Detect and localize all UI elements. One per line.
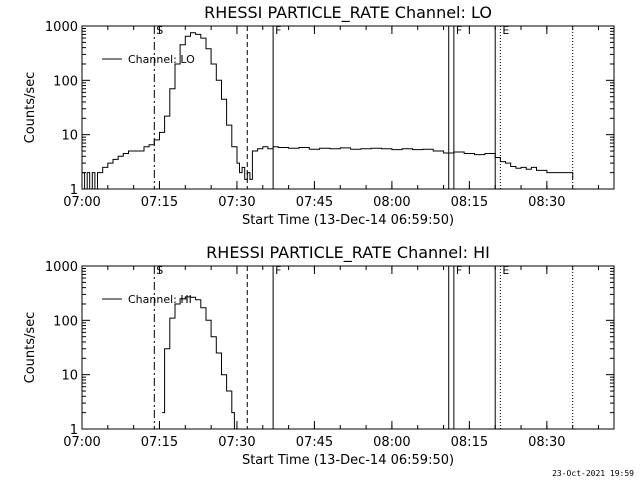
x-tick-label: 08:00 xyxy=(373,435,410,450)
x-tick-label: 08:00 xyxy=(373,195,410,210)
chart-title: RHESSI PARTICLE_RATE Channel: LO xyxy=(204,3,492,23)
y-tick-label: 1 xyxy=(70,183,78,198)
x-tick-label: 07:30 xyxy=(218,435,255,450)
legend-label: Channel: LO xyxy=(128,53,195,66)
x-tick-label: 08:15 xyxy=(451,435,488,450)
legend-label: Channel: HI xyxy=(128,293,192,306)
data-series-line xyxy=(162,296,235,429)
event-marker-label: E xyxy=(502,24,509,37)
y-tick-label: 1 xyxy=(70,423,78,438)
event-marker-label: F xyxy=(456,24,462,37)
event-marker-label: S xyxy=(156,24,163,37)
y-tick-label: 1000 xyxy=(45,260,78,275)
event-marker-label: S xyxy=(156,264,163,277)
event-marker-label: F xyxy=(275,24,281,37)
y-tick-label: 100 xyxy=(53,314,78,329)
event-marker-label: F xyxy=(275,264,281,277)
x-tick-label: 07:00 xyxy=(63,195,100,210)
y-tick-label: 10 xyxy=(61,129,78,144)
x-tick-label: 08:30 xyxy=(528,195,565,210)
event-marker-label: E xyxy=(502,264,509,277)
event-marker-label: F xyxy=(456,264,462,277)
chart-panel-1: RHESSI PARTICLE_RATE Channel: LO 07:00 07:… xyxy=(23,3,615,228)
x-tick-label: 07:00 xyxy=(63,435,100,450)
x-axis-label: Start Time (13-Dec-14 06:59:50) xyxy=(242,453,454,468)
x-tick-label: 08:15 xyxy=(451,195,488,210)
chart-title: RHESSI PARTICLE_RATE Channel: HI xyxy=(206,243,490,263)
plot-frame xyxy=(81,265,615,430)
x-tick-label: 07:15 xyxy=(141,195,178,210)
x-tick-label: 08:30 xyxy=(528,435,565,450)
y-tick-label: 100 xyxy=(53,74,78,89)
chart-panel-2: RHESSI PARTICLE_RATE Channel: HI 07:00 07:… xyxy=(23,243,615,468)
y-axis-label: Counts/sec xyxy=(23,312,38,384)
data-series-line xyxy=(82,32,574,190)
x-tick-label: 07:45 xyxy=(296,435,333,450)
x-tick-label: 07:15 xyxy=(141,435,178,450)
y-tick-label: 10 xyxy=(61,369,78,384)
y-axis-label: Counts/sec xyxy=(23,72,38,144)
timestamp: 23-Oct-2021 19:59 xyxy=(552,469,634,478)
x-tick-label: 07:45 xyxy=(296,195,333,210)
y-tick-label: 1000 xyxy=(45,20,78,35)
x-axis-label: Start Time (13-Dec-14 06:59:50) xyxy=(242,213,454,228)
plot-frame xyxy=(81,25,615,190)
x-tick-label: 07:30 xyxy=(218,195,255,210)
